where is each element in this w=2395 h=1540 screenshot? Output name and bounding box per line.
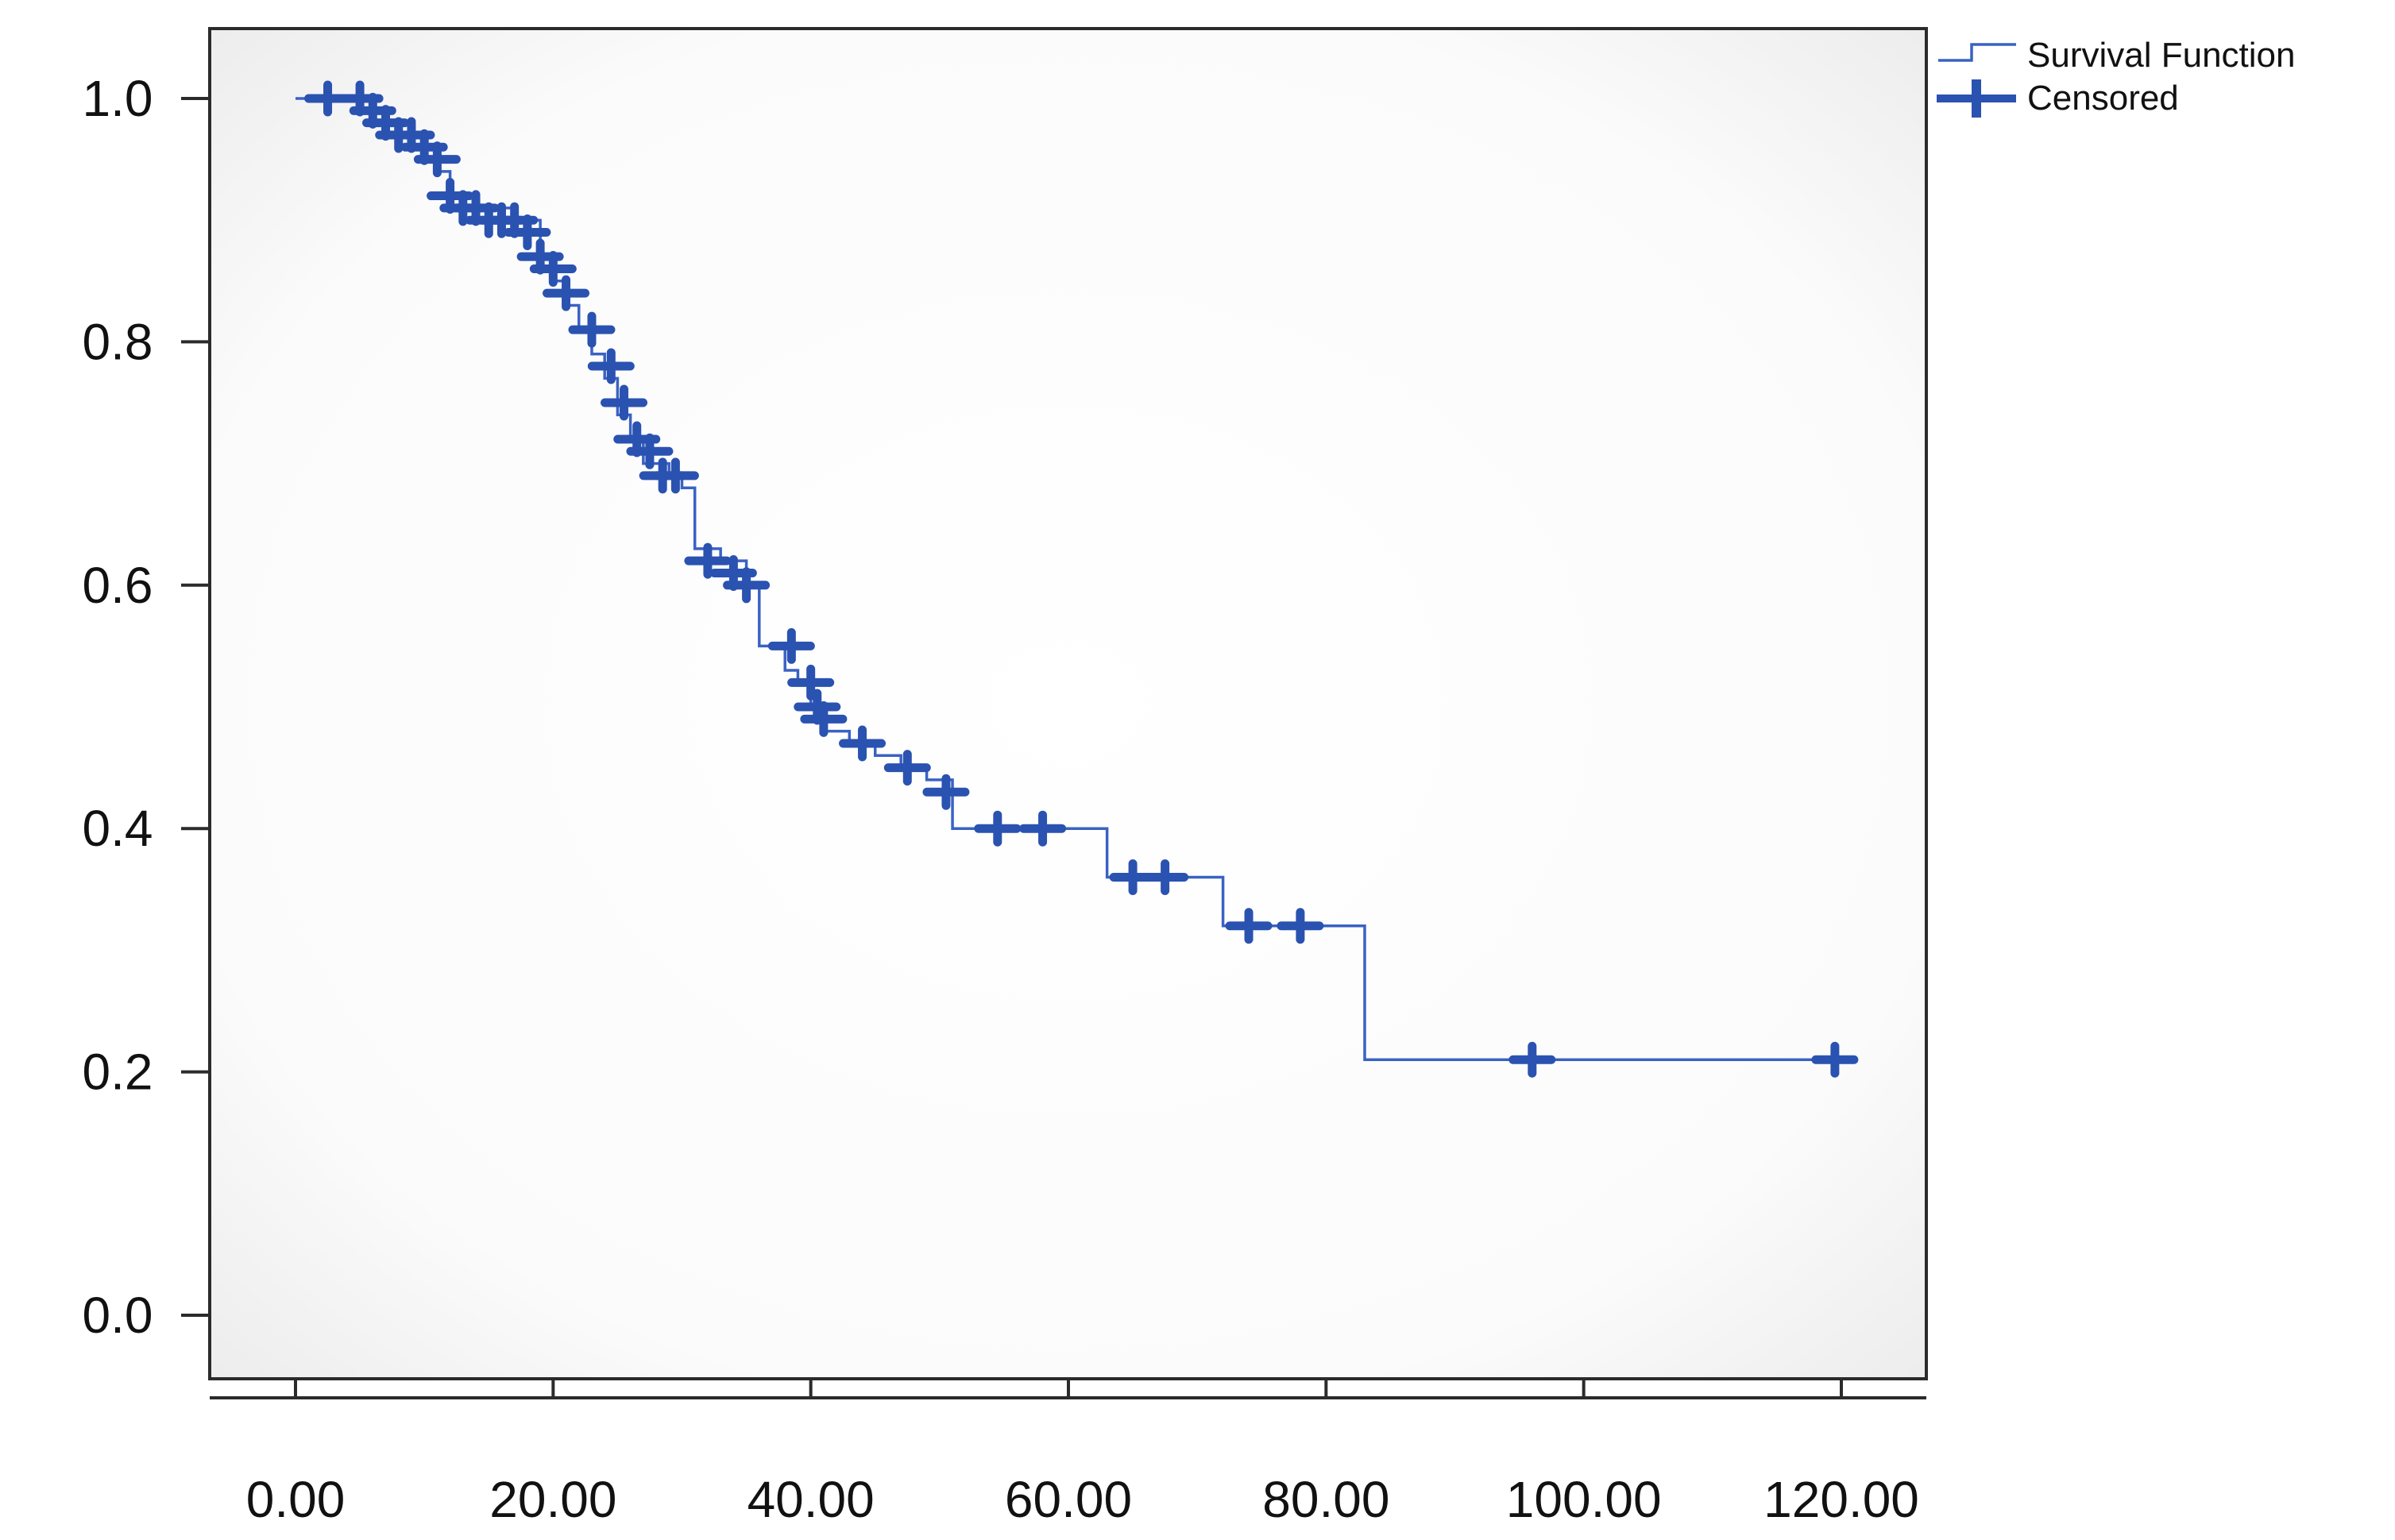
- censored-marker: [1277, 908, 1324, 944]
- censored-marker: [568, 311, 616, 348]
- y-tick-label: 1.0: [83, 70, 153, 127]
- censored-marker: [1019, 810, 1067, 847]
- x-tick-label: 80.00: [1262, 1471, 1389, 1528]
- censored-marker: [723, 567, 771, 604]
- legend-survival-label: Survival Function: [2027, 36, 2295, 75]
- censored-marker: [767, 627, 815, 664]
- censored-marker: [787, 664, 835, 701]
- censored-marker: [1225, 908, 1273, 944]
- censored-marker: [651, 457, 699, 494]
- plot-area: [208, 27, 1928, 1380]
- x-tick-label: 20.00: [489, 1471, 616, 1528]
- series-layer: [296, 80, 1859, 1078]
- y-tick-label: 0.0: [83, 1287, 153, 1344]
- censored-marker: [504, 214, 551, 251]
- x-tick-label: 60.00: [1005, 1471, 1132, 1528]
- censored-marker: [413, 141, 461, 178]
- axes-layer: 0.0 0.2 0.4 0.6 0.8 1.0 0.00 20.00 40.00 60.00 80.…: [83, 70, 1926, 1528]
- censored-marker: [684, 542, 732, 579]
- censored-marker: [1141, 859, 1189, 895]
- censored-marker: [922, 774, 970, 810]
- censored-marker: [587, 348, 635, 384]
- x-tick-label: 40.00: [747, 1471, 875, 1528]
- legend-censored-label: Censored: [2027, 79, 2179, 118]
- y-tick-label: 0.8: [83, 313, 153, 370]
- censored-marker: [883, 750, 931, 786]
- censored-marker: [1508, 1041, 1556, 1078]
- legend-survival-glyph: [1938, 43, 2016, 62]
- censored-marker: [626, 433, 674, 469]
- censored-marker: [1811, 1041, 1859, 1078]
- censored-marker: [601, 384, 648, 421]
- x-tick-label: 120.00: [1763, 1471, 1919, 1528]
- censored-marker: [543, 275, 590, 311]
- y-tick-label: 0.4: [83, 800, 153, 857]
- censored-marker: [529, 250, 577, 287]
- y-tick-label: 0.6: [83, 557, 153, 614]
- x-tick-label: 100.00: [1506, 1471, 1662, 1528]
- censored-marker: [974, 810, 1022, 847]
- legend: Survival Function Censored: [1937, 36, 2295, 118]
- y-tick-label: 0.2: [83, 1044, 153, 1101]
- x-tick-label: 0.00: [246, 1471, 346, 1528]
- censored-marker: [839, 725, 887, 762]
- censored-marker: [800, 701, 848, 737]
